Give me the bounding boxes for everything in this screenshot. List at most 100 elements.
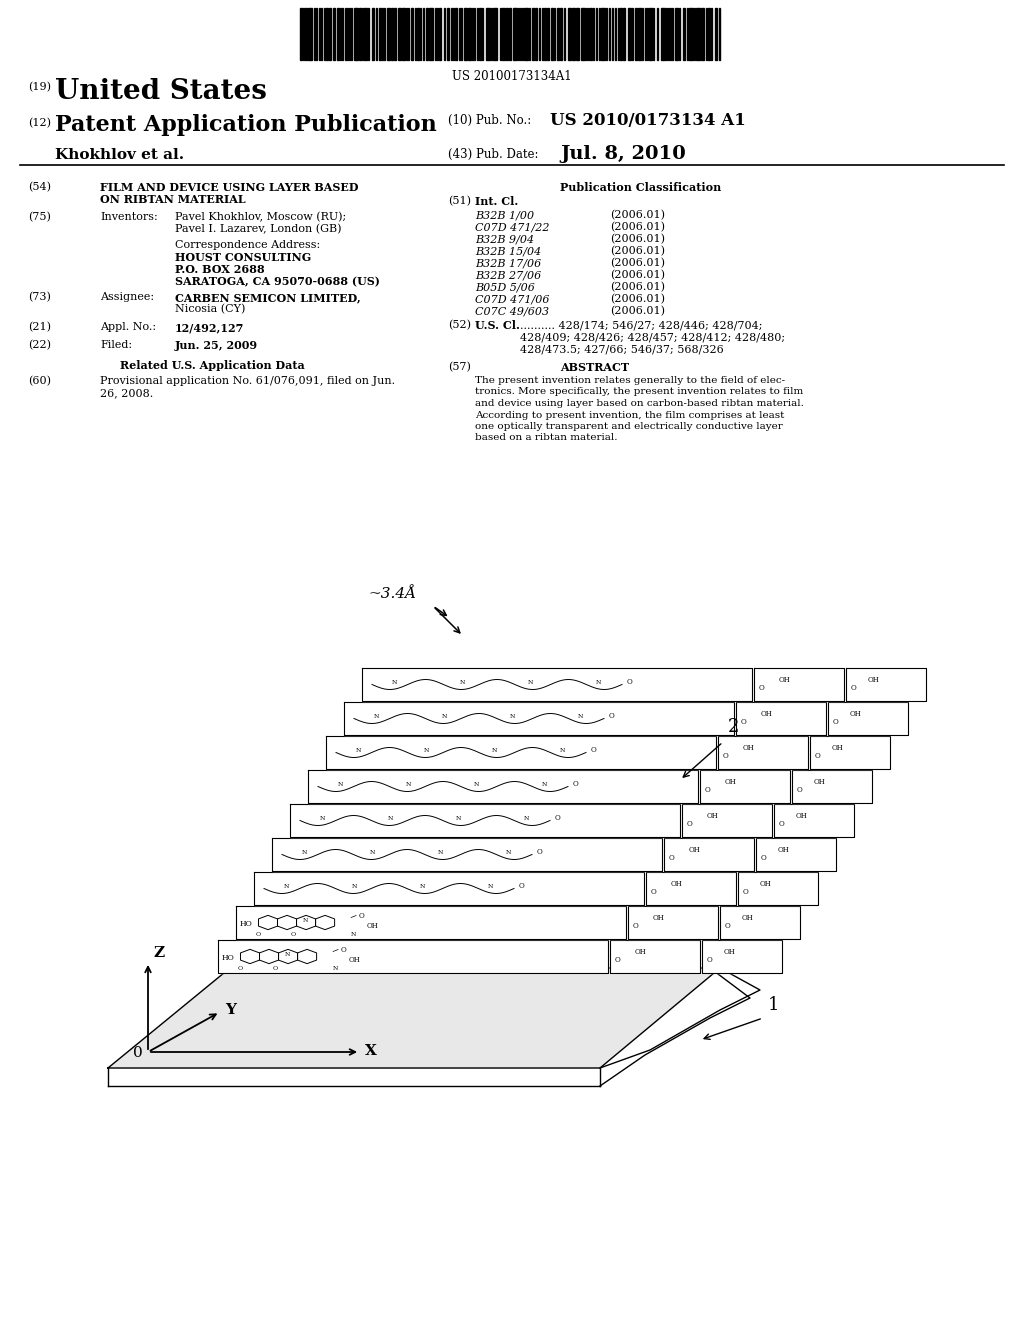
- Text: N: N: [302, 850, 307, 855]
- Text: 428/473.5; 427/66; 546/37; 568/326: 428/473.5; 427/66; 546/37; 568/326: [520, 345, 724, 354]
- Bar: [675, 8, 678, 59]
- Text: N: N: [319, 816, 326, 821]
- Text: N: N: [356, 748, 361, 752]
- Text: C07D 471/22: C07D 471/22: [475, 222, 550, 232]
- Text: OH: OH: [850, 710, 862, 718]
- Bar: [411, 8, 413, 59]
- Text: N: N: [596, 680, 601, 685]
- Bar: [557, 8, 559, 59]
- Text: O: O: [669, 854, 675, 862]
- Text: United States: United States: [55, 78, 267, 106]
- Bar: [683, 8, 685, 59]
- Polygon shape: [664, 838, 754, 871]
- Bar: [551, 8, 553, 59]
- Text: OH: OH: [778, 846, 790, 854]
- Text: B32B 9/04: B32B 9/04: [475, 234, 535, 244]
- Bar: [387, 8, 390, 59]
- Text: N: N: [370, 850, 376, 855]
- Polygon shape: [700, 770, 790, 803]
- Text: OH: OH: [635, 949, 647, 957]
- Polygon shape: [702, 940, 782, 973]
- Bar: [560, 8, 562, 59]
- Bar: [455, 8, 457, 59]
- Text: P.O. BOX 2688: P.O. BOX 2688: [175, 264, 264, 275]
- Text: FILM AND DEVICE USING LAYER BASED: FILM AND DEVICE USING LAYER BASED: [100, 182, 358, 193]
- Text: 26, 2008.: 26, 2008.: [100, 388, 154, 399]
- Text: O: O: [256, 932, 261, 936]
- Text: N: N: [338, 781, 343, 787]
- Text: 0: 0: [133, 1045, 142, 1060]
- Polygon shape: [254, 873, 644, 906]
- Bar: [506, 8, 508, 59]
- Text: (2006.01): (2006.01): [610, 306, 665, 317]
- Text: (73): (73): [28, 292, 51, 302]
- Text: N: N: [442, 714, 447, 719]
- Text: O: O: [627, 677, 633, 685]
- Text: N: N: [303, 917, 308, 923]
- Text: Filed:: Filed:: [100, 341, 132, 350]
- Text: HO: HO: [240, 920, 253, 928]
- Bar: [689, 8, 693, 59]
- Text: O: O: [741, 718, 746, 726]
- Polygon shape: [610, 940, 700, 973]
- Text: ~3.4Å: ~3.4Å: [368, 587, 416, 601]
- Polygon shape: [218, 940, 608, 973]
- Polygon shape: [720, 906, 800, 939]
- Bar: [701, 8, 705, 59]
- Text: .......... 428/174; 546/27; 428/446; 428/704;: .......... 428/174; 546/27; 428/446; 428…: [520, 319, 763, 330]
- Polygon shape: [846, 668, 926, 701]
- Text: N: N: [438, 850, 443, 855]
- Text: N: N: [492, 748, 498, 752]
- Text: According to present invention, the film comprises at least: According to present invention, the film…: [475, 411, 784, 420]
- Text: O: O: [651, 888, 656, 896]
- Text: OH: OH: [831, 744, 844, 752]
- Polygon shape: [108, 968, 720, 1068]
- Text: The present invention relates generally to the field of elec-: The present invention relates generally …: [475, 376, 785, 385]
- Text: (60): (60): [28, 376, 51, 387]
- Text: HO: HO: [222, 954, 234, 962]
- Text: OH: OH: [724, 949, 736, 957]
- Text: O: O: [291, 932, 296, 936]
- Bar: [493, 8, 497, 59]
- Text: N: N: [528, 680, 534, 685]
- Text: O: O: [633, 923, 639, 931]
- Text: US 2010/0173134 A1: US 2010/0173134 A1: [550, 112, 745, 129]
- Text: O: O: [705, 787, 711, 795]
- Text: ABSTRACT: ABSTRACT: [560, 362, 629, 374]
- Text: O: O: [707, 957, 713, 965]
- Polygon shape: [362, 668, 752, 701]
- Polygon shape: [290, 804, 680, 837]
- Text: Nicosia (CY): Nicosia (CY): [175, 304, 246, 314]
- Text: N: N: [424, 748, 429, 752]
- Bar: [547, 8, 549, 59]
- Bar: [486, 8, 490, 59]
- Text: O: O: [359, 912, 365, 920]
- Text: (75): (75): [28, 213, 51, 222]
- Bar: [649, 8, 652, 59]
- Bar: [509, 8, 511, 59]
- Text: U.S. Cl.: U.S. Cl.: [475, 319, 520, 331]
- Polygon shape: [810, 737, 890, 770]
- Text: N: N: [510, 714, 515, 719]
- Text: O: O: [273, 965, 279, 970]
- Polygon shape: [792, 770, 872, 803]
- Text: ON RIBTAN MATERIAL: ON RIBTAN MATERIAL: [100, 194, 246, 205]
- Bar: [696, 8, 700, 59]
- Bar: [635, 8, 637, 59]
- Text: O: O: [573, 780, 579, 788]
- Polygon shape: [774, 804, 854, 837]
- Text: Appl. No.:: Appl. No.:: [100, 322, 156, 333]
- Text: Provisional application No. 61/076,091, filed on Jun.: Provisional application No. 61/076,091, …: [100, 376, 395, 385]
- Text: O: O: [238, 965, 243, 970]
- Text: B05D 5/06: B05D 5/06: [475, 282, 535, 292]
- Text: N: N: [351, 932, 356, 936]
- Bar: [372, 8, 374, 59]
- Bar: [379, 8, 381, 59]
- Polygon shape: [308, 770, 698, 803]
- Text: OH: OH: [742, 915, 754, 923]
- Text: OH: OH: [868, 676, 880, 685]
- Polygon shape: [326, 737, 716, 770]
- Bar: [468, 8, 471, 59]
- Text: N: N: [560, 748, 565, 752]
- Text: OH: OH: [368, 921, 379, 929]
